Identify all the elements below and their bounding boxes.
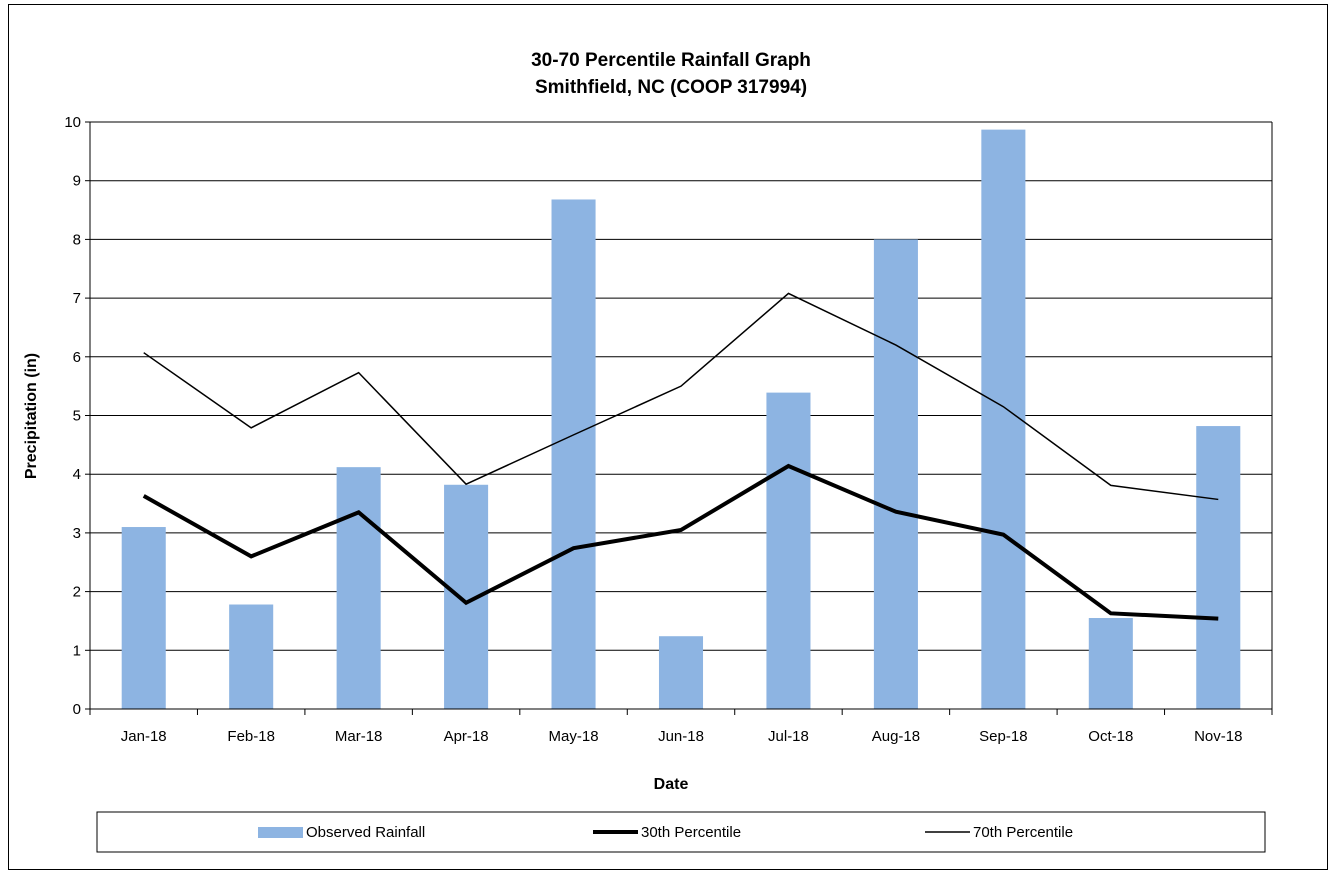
bar-observed-rainfall [121,527,166,709]
gridlines [85,121,1272,710]
bar-observed-rainfall [551,199,596,709]
bar-observed-rainfall [981,129,1026,710]
y-tick-label: 10 [64,114,81,131]
x-tick-label: Jul-18 [768,728,809,745]
chart-subtitle: Smithfield, NC (COOP 317994) [535,77,807,98]
x-tick-label: Apr-18 [444,728,489,745]
y-tick-label: 0 [73,701,81,718]
x-tick-label: Aug-18 [872,728,920,745]
line-30th-percentile [142,463,1219,621]
line-70th-percentile [143,292,1219,501]
legend: Observed Rainfall 30th Percentile 70th Per… [96,811,1266,853]
chart-title: 30-70 Percentile Rainfall Graph [531,50,811,71]
legend-label: 70th Percentile [973,824,1073,841]
x-tick-labels: Jan-18 Feb-18 Mar-18 Apr-18 May-18 Jun-18 Jul-… [121,728,1243,745]
y-tick-labels: 0 1 2 3 4 5 6 7 8 9 10 [64,114,81,718]
legend-label: Observed Rainfall [306,824,425,841]
legend-label: 30th Percentile [641,824,741,841]
y-tick-label: 5 [73,408,81,425]
y-tick-label: 4 [73,466,81,483]
line-series [142,292,1219,621]
y-tick-label: 7 [73,290,81,307]
legend-swatch-observed-rainfall [258,827,303,838]
x-tick-label: May-18 [549,728,599,745]
x-tick-label: Sep-18 [979,728,1027,745]
x-tick-label: Oct-18 [1088,728,1133,745]
bar-observed-rainfall [658,636,704,709]
x-tick-label: Feb-18 [227,728,275,745]
bar-observed-rainfall [336,467,381,709]
bar-series-observed-rainfall [121,129,1241,710]
x-tick-label: Mar-18 [335,728,383,745]
y-tick-label: 8 [73,231,81,248]
axes [89,121,1273,715]
y-tick-label: 1 [73,642,81,659]
bar-observed-rainfall [873,239,918,709]
x-axis-title: Date [654,776,689,793]
y-tick-label: 9 [73,173,81,190]
y-axis-title: Precipitation (in) [23,353,40,479]
bar-observed-rainfall [1196,426,1241,709]
y-tick-label: 2 [73,584,81,601]
x-tick-label: Jan-18 [121,728,167,745]
bar-observed-rainfall [766,392,811,709]
bar-observed-rainfall [1088,618,1133,709]
y-tick-label: 6 [73,349,81,366]
x-tick-label: Nov-18 [1194,728,1242,745]
y-tick-label: 3 [73,525,81,542]
bar-observed-rainfall [229,604,274,709]
chart-frame [8,4,1328,870]
x-tick-label: Jun-18 [658,728,704,745]
